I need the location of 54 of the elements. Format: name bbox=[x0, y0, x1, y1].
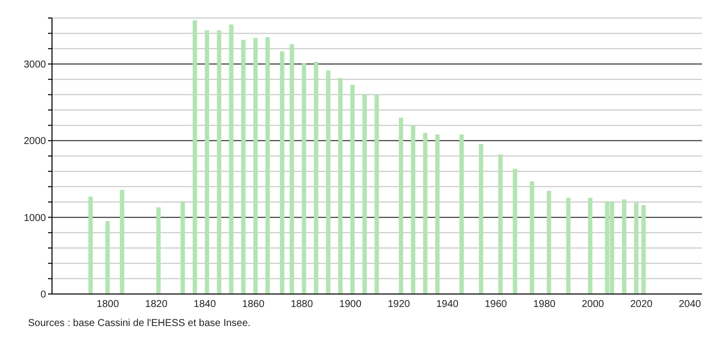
bar bbox=[280, 51, 284, 294]
bar bbox=[302, 62, 306, 294]
bar bbox=[634, 202, 638, 294]
bar bbox=[120, 190, 124, 294]
x-tick-label: 2020 bbox=[630, 299, 653, 310]
bar bbox=[546, 190, 552, 294]
source-note: Sources : base Cassini de l'EHESS et base Insee. bbox=[28, 318, 252, 329]
bar bbox=[512, 168, 518, 294]
bar bbox=[498, 154, 503, 294]
x-tick-label: 1980 bbox=[533, 299, 556, 310]
x-tick-label: 2000 bbox=[582, 299, 604, 310]
x-tick-label: 1860 bbox=[242, 299, 265, 310]
bar bbox=[88, 196, 93, 294]
bar bbox=[192, 20, 198, 294]
bar bbox=[338, 78, 343, 294]
x-tick-label: 1900 bbox=[339, 299, 362, 310]
bar bbox=[265, 37, 270, 294]
bar bbox=[530, 181, 534, 294]
y-tick-label: 1000 bbox=[24, 212, 46, 224]
bar bbox=[362, 94, 367, 294]
bar bbox=[435, 134, 440, 294]
x-tick-label: 1940 bbox=[436, 299, 459, 310]
bar bbox=[229, 24, 234, 294]
y-tick-label: 2000 bbox=[24, 136, 46, 148]
x-tick-label: 1960 bbox=[484, 299, 508, 310]
bar bbox=[180, 201, 185, 294]
bar bbox=[566, 198, 571, 294]
bar bbox=[374, 94, 379, 294]
y-tick-label: 0 bbox=[40, 290, 46, 301]
bar bbox=[290, 44, 294, 294]
bar bbox=[410, 125, 416, 294]
x-tick-label: 1800 bbox=[96, 299, 120, 310]
bar bbox=[423, 133, 428, 294]
bar bbox=[216, 30, 222, 294]
bar bbox=[105, 221, 110, 294]
x-tick-label: 1820 bbox=[145, 299, 168, 310]
bar bbox=[253, 38, 258, 294]
bar bbox=[459, 134, 464, 294]
bar bbox=[350, 84, 355, 294]
bar bbox=[622, 199, 626, 294]
bar bbox=[398, 118, 404, 294]
x-tick-label: 2040 bbox=[678, 299, 702, 310]
bar bbox=[314, 62, 318, 294]
y-tick-label: 3000 bbox=[24, 60, 46, 71]
bar bbox=[156, 207, 161, 294]
bar bbox=[588, 198, 592, 294]
x-tick-label: 1840 bbox=[194, 299, 216, 310]
bar bbox=[204, 30, 210, 294]
x-tick-label: 1920 bbox=[388, 299, 410, 310]
bar bbox=[241, 40, 246, 294]
x-tick-label: 1880 bbox=[290, 299, 314, 310]
bar bbox=[326, 70, 330, 294]
bar bbox=[478, 144, 484, 294]
bar bbox=[641, 205, 646, 294]
